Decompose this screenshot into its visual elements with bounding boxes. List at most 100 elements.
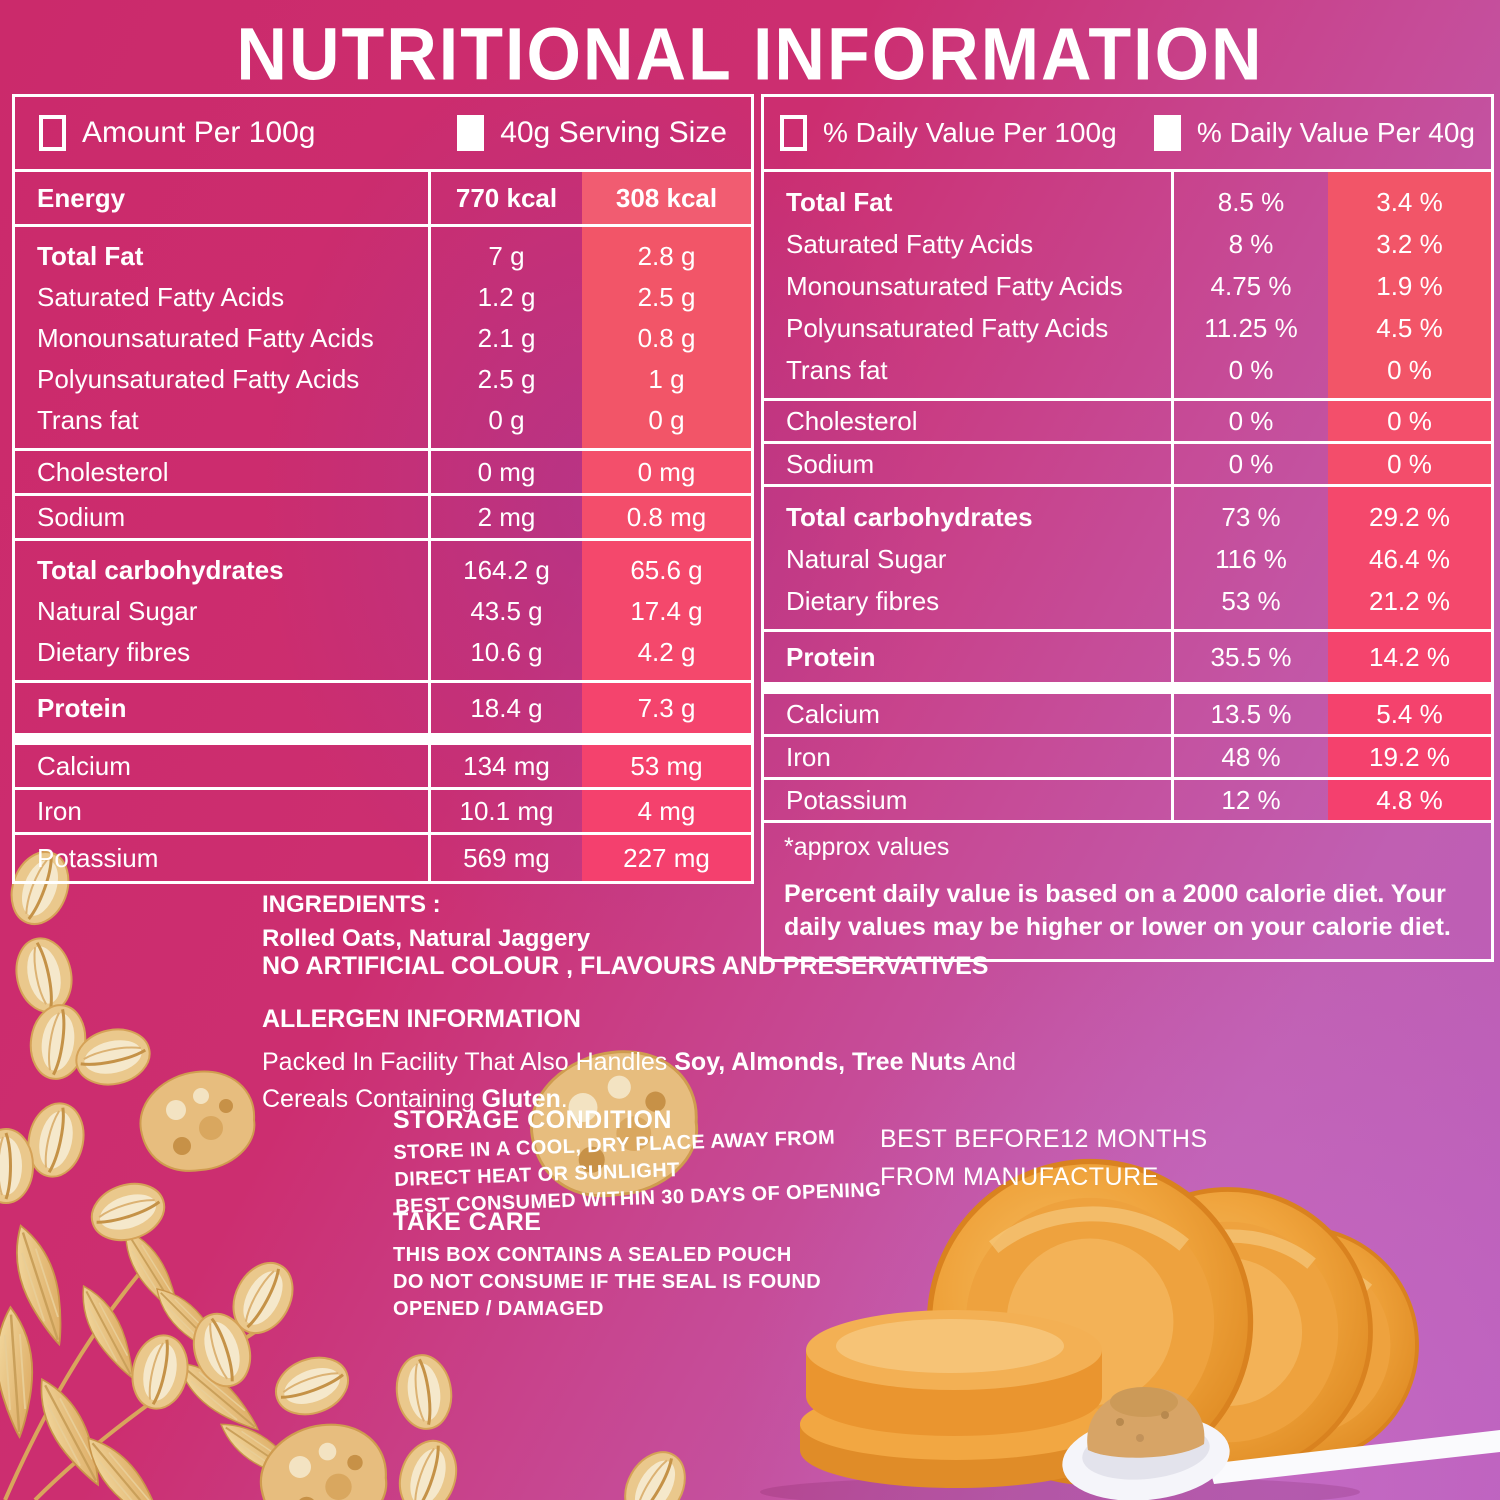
best-before-line: FROM MANUFACTURE [880, 1163, 1159, 1191]
per-100g-value: 0 % [1228, 405, 1274, 436]
best-before-note: BEST BEFORE12 MONTHS FROM MANUFACTURE [880, 1120, 1208, 1196]
per-40g-value: 4.2 g [637, 637, 696, 667]
daily-value-table-legend: % Daily Value Per 100g % Daily Value Per… [764, 97, 1491, 172]
page-title: NUTRITIONAL INFORMATION [236, 12, 1264, 96]
per-40g-value: 5.4 % [1376, 698, 1443, 729]
protein-row: Protein 35.5 % 14.2 % [764, 632, 1491, 694]
energy-row: Energy 770 kcal 308 kcal [15, 172, 751, 227]
per-100g-value: 770 kcal [455, 182, 558, 213]
row-label: Polyunsaturated Fatty Acids [37, 364, 360, 394]
row-label: Energy [37, 182, 126, 213]
row-label: Potassium [37, 842, 159, 873]
legend-item: % Daily Value Per 40g [1153, 115, 1475, 151]
ingredients-list: Rolled Oats, Natural Jaggery [262, 925, 591, 952]
per-100g-value: 7 g [488, 241, 525, 271]
legend-label: 40g Serving Size [500, 116, 727, 149]
row-label: Iron [37, 795, 82, 826]
per-40g-value: 0 g [648, 405, 685, 435]
allergen-text: And [965, 1048, 1017, 1076]
measuring-spoon-illustration [1062, 1387, 1500, 1500]
per-100g-value: 43.5 g [470, 596, 543, 626]
take-care-line: DO NOT CONSUME IF THE SEAL IS FOUND [393, 1271, 822, 1293]
per-40g-value: 1.9 % [1376, 270, 1443, 301]
approx-values-note: *approx values [784, 833, 950, 861]
row-label: Cholesterol [786, 405, 918, 436]
per-100g-value: 0 mg [477, 456, 536, 487]
checked-checkbox-icon [457, 115, 485, 151]
legend-label: % Daily Value Per 100g [823, 117, 1117, 148]
take-care-heading: TAKE CARE [393, 1208, 542, 1236]
row-label: Total Fat [786, 186, 893, 217]
row-label: Cholesterol [37, 456, 169, 487]
ingredients-block: INGREDIENTS : Rolled Oats, Natural Jagge… [262, 888, 590, 956]
legend-item: Amount Per 100g [39, 115, 315, 151]
take-care-instructions: THIS BOX CONTAINS A SEALED POUCH DO NOT … [393, 1242, 821, 1323]
legend-label: Amount Per 100g [82, 116, 316, 149]
row-label: Sodium [786, 448, 875, 479]
no-artificial-claim: NO ARTIFICIAL COLOUR , FLAVOURS AND PRES… [262, 952, 989, 980]
sodium-row: Sodium 0 % 0 % [764, 444, 1491, 487]
ingredients-heading: INGREDIENTS : [262, 891, 441, 918]
unchecked-checkbox-icon [780, 115, 807, 151]
potassium-row: Potassium 569 mg 227 mg [15, 835, 751, 881]
per-40g-value: 227 mg [623, 842, 710, 873]
per-40g-value: 0 % [1387, 354, 1432, 385]
per-100g-value: 0 % [1228, 448, 1274, 479]
row-label: Monounsaturated Fatty Acids [786, 270, 1123, 301]
row-label: Calcium [786, 698, 880, 729]
storage-instructions: STORE IN A COOL, DRY PLACE AWAY FROM DIR… [393, 1123, 882, 1221]
per-40g-value: 7.3 g [637, 692, 696, 723]
per-40g-value: 19.2 % [1369, 741, 1450, 772]
cholesterol-row: Cholesterol 0 mg 0 mg [15, 451, 751, 496]
row-label: Natural Sugar [37, 596, 198, 626]
carbohydrate-section: Total carbohydrates Natural Sugar Dietar… [15, 541, 751, 683]
per-40g-value: 3.4 % [1376, 186, 1443, 217]
row-label: Iron [786, 741, 831, 772]
row-label: Total carbohydrates [786, 501, 1033, 532]
per-100g-value: 12 % [1221, 784, 1281, 815]
best-before-line: BEST BEFORE12 MONTHS [880, 1125, 1208, 1153]
per-40g-value: 21.2 % [1369, 585, 1450, 616]
daily-value-table: % Daily Value Per 100g % Daily Value Per… [761, 94, 1494, 962]
row-label: Protein [786, 641, 876, 672]
allergen-list: Soy, Almonds, Tree Nuts [674, 1048, 966, 1076]
per-100g-value: 569 mg [463, 842, 550, 873]
take-care-block: TAKE CARE THIS BOX CONTAINS A SEALED POU… [393, 1208, 821, 1323]
per-40g-value: 3.2 % [1376, 228, 1443, 259]
oat-plant-illustration [0, 1219, 312, 1500]
row-label: Saturated Fatty Acids [37, 282, 285, 312]
per-100g-value: 1.2 g [477, 282, 536, 312]
per-100g-value: 0 % [1228, 354, 1274, 385]
per-40g-value: 46.4 % [1369, 543, 1450, 574]
row-label: Trans fat [786, 354, 888, 385]
per-40g-value: 0 % [1387, 448, 1432, 479]
row-label: Natural Sugar [786, 543, 947, 574]
per-40g-value: 2.8 g [637, 241, 696, 271]
per-40g-value: 0 % [1387, 405, 1432, 436]
per-40g-value: 0 mg [637, 456, 696, 487]
allergen-heading: ALLERGEN INFORMATION [262, 1005, 581, 1033]
per-100g-value: 73 % [1221, 501, 1281, 532]
per-40g-value: 29.2 % [1369, 501, 1450, 532]
allergen-text: Cereals Containing [262, 1085, 482, 1113]
footnote: *approx values Percent daily value is ba… [764, 823, 1491, 959]
iron-row: Iron 10.1 mg 4 mg [15, 790, 751, 835]
fat-section: Total Fat Saturated Fatty Acids Monounsa… [764, 172, 1491, 401]
per-40g-value: 4.5 % [1376, 312, 1443, 343]
per-100g-value: 0 g [488, 405, 525, 435]
row-label: Sodium [37, 501, 126, 532]
protein-row: Protein 18.4 g 7.3 g [15, 683, 751, 745]
per-100g-value: 35.5 % [1210, 641, 1292, 672]
allergen-text: . [560, 1085, 568, 1113]
fat-section: Total Fat Saturated Fatty Acids Monounsa… [15, 227, 751, 451]
per-100g-value: 2.5 g [477, 364, 536, 394]
per-40g-value: 4 mg [637, 795, 696, 826]
row-label: Saturated Fatty Acids [786, 228, 1034, 259]
row-label: Total carbohydrates [37, 555, 284, 585]
allergen-statement: Packed In Facility That Also Handles Soy… [262, 1044, 1016, 1118]
allergen-gluten: Gluten [481, 1085, 561, 1113]
row-label: Monounsaturated Fatty Acids [37, 323, 374, 353]
take-care-line: THIS BOX CONTAINS A SEALED POUCH [393, 1244, 792, 1266]
daily-value-disclaimer: Percent daily value is based on a 2000 c… [784, 880, 1451, 941]
